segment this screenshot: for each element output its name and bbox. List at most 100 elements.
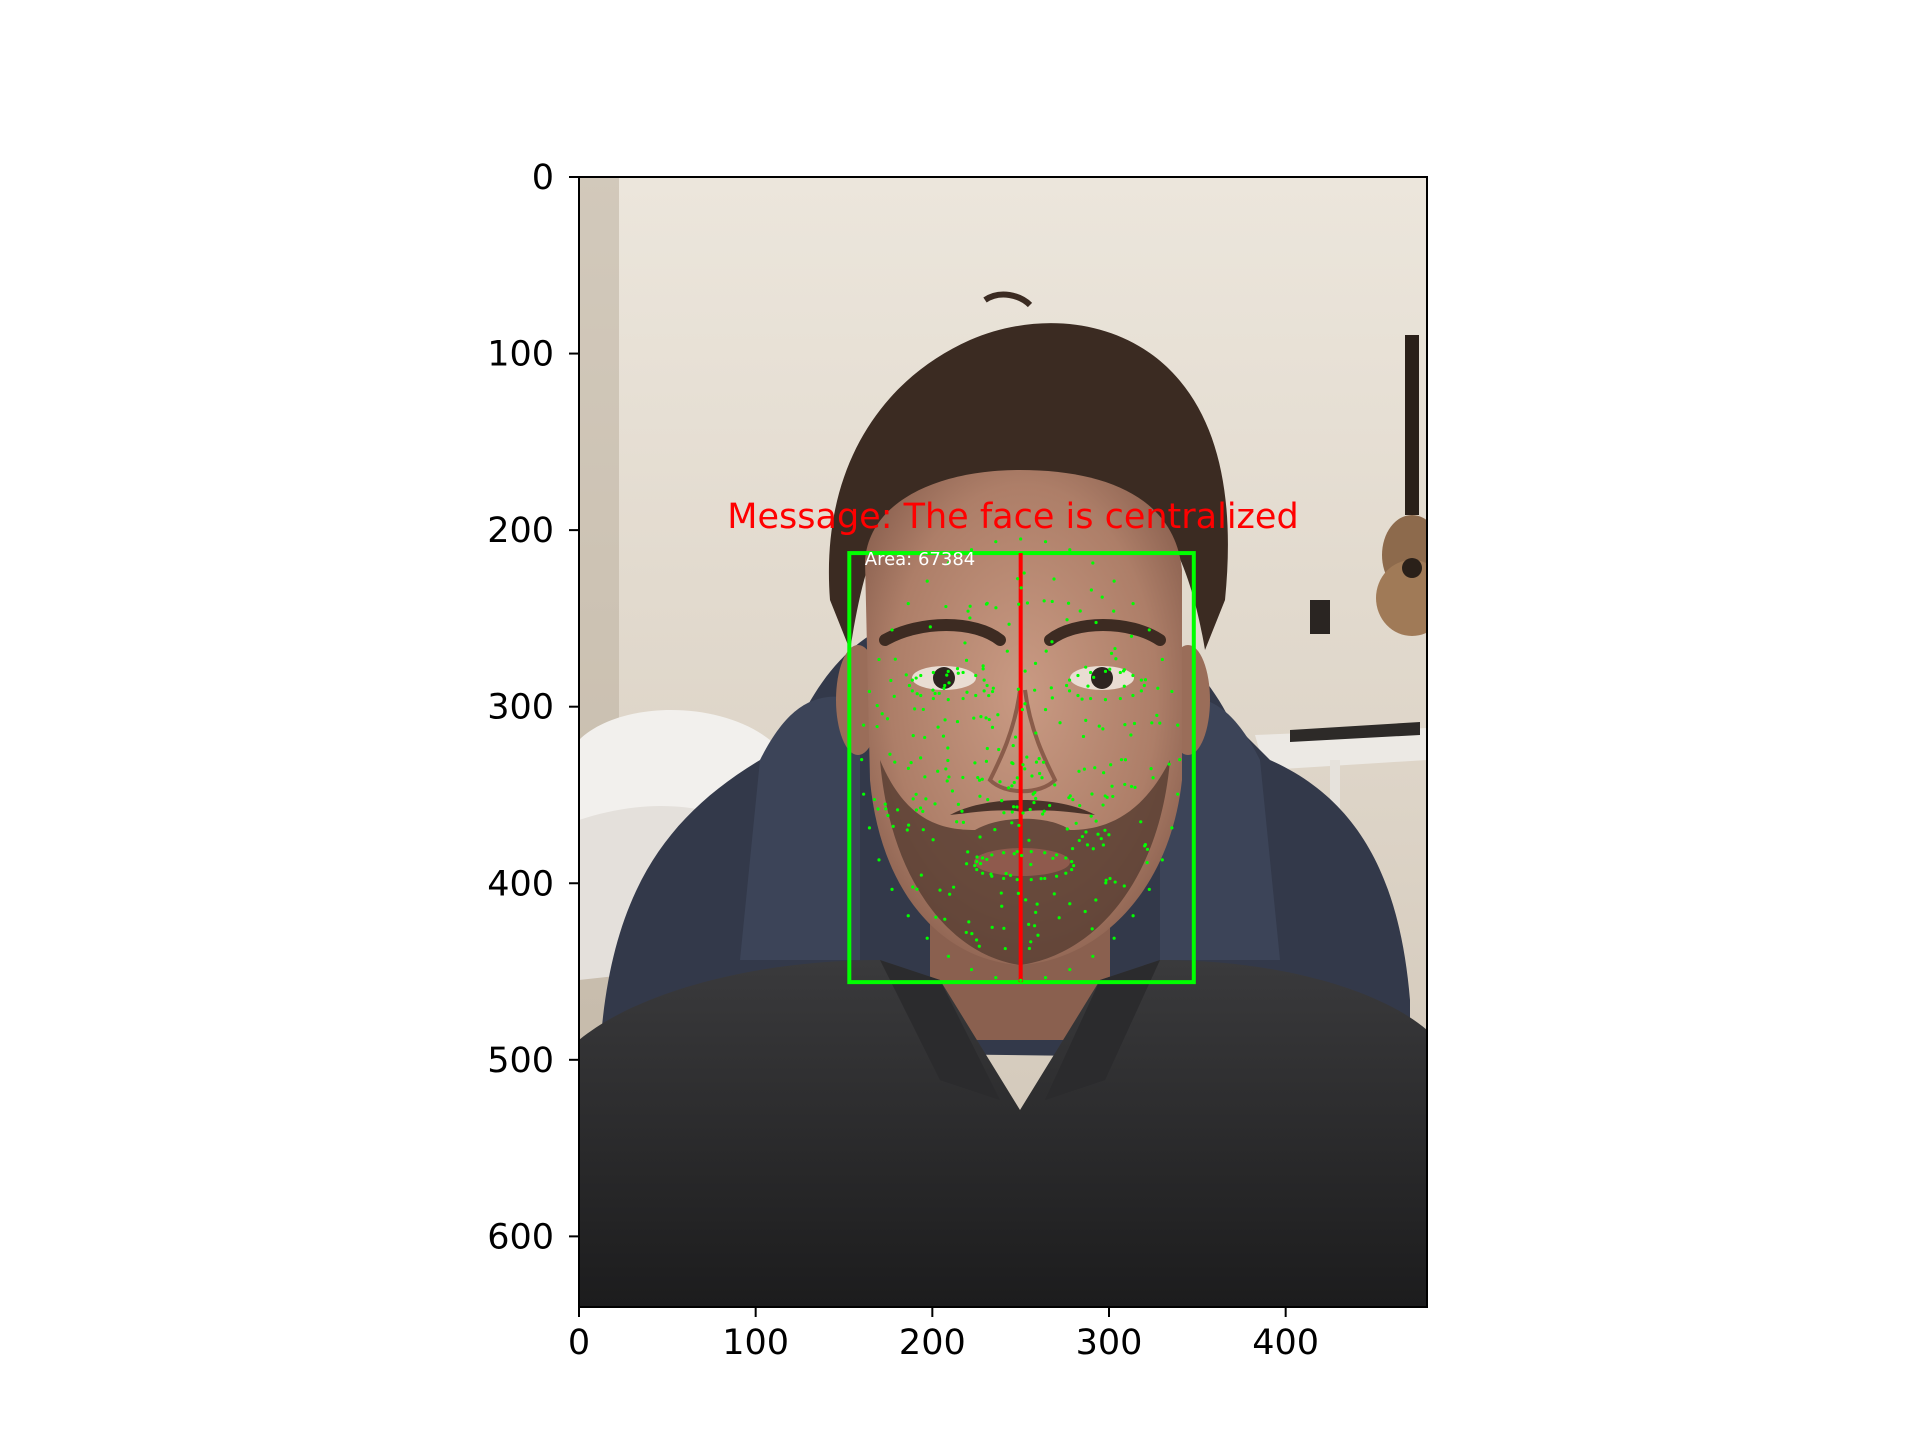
landmark-point: [923, 735, 927, 740]
landmark-point: [1029, 862, 1033, 867]
landmark-point: [996, 713, 1000, 717]
landmark-point: [961, 820, 966, 824]
landmark-point: [982, 689, 986, 693]
landmark-point: [1000, 799, 1004, 803]
landmark-point: [1080, 834, 1084, 839]
landmark-point: [994, 606, 998, 610]
landmark-point: [1031, 792, 1035, 796]
landmark-point: [1065, 683, 1069, 688]
landmark-point: [1109, 763, 1113, 767]
y-tick-label: 200: [487, 511, 554, 551]
landmark-point: [907, 683, 911, 688]
landmark-point: [890, 628, 894, 632]
landmark-point: [931, 696, 935, 701]
landmark-point: [936, 725, 940, 729]
landmark-point: [1081, 734, 1086, 739]
landmark-point: [883, 802, 887, 806]
landmark-point: [1038, 771, 1042, 776]
landmark-point: [915, 692, 919, 696]
landmark-point: [1024, 898, 1028, 902]
landmark-point: [1029, 850, 1033, 854]
landmark-point: [943, 683, 947, 688]
landmark-point: [956, 802, 960, 806]
landmark-point: [968, 604, 972, 608]
landmark-point: [886, 813, 890, 818]
landmark-point: [1170, 826, 1174, 830]
landmark-point: [1113, 646, 1117, 651]
landmark-point: [1019, 586, 1023, 590]
landmark-point: [1029, 940, 1033, 944]
landmark-point: [976, 775, 980, 780]
landmark-point: [1011, 743, 1015, 748]
landmark-point: [974, 673, 978, 678]
landmark-point: [931, 688, 935, 692]
landmark-point: [1129, 634, 1134, 638]
landmark-point: [913, 707, 917, 711]
landmark-point: [1057, 916, 1061, 920]
landmark-point: [1083, 909, 1087, 914]
shelf-items: [1290, 722, 1420, 742]
shirt-collar-right: [1045, 960, 1160, 1100]
landmark-point: [911, 797, 915, 801]
landmark-point: [1050, 640, 1054, 644]
landmark-point: [1020, 853, 1024, 858]
landmark-point: [1019, 978, 1023, 982]
landmark-point: [1131, 601, 1135, 606]
landmark-point: [1119, 758, 1124, 762]
landmark-point: [919, 693, 923, 698]
landmark-point: [948, 892, 952, 896]
landmark-point: [950, 789, 955, 793]
landmark-point: [1112, 609, 1116, 613]
landmark-point: [979, 715, 983, 719]
landmark-point: [1066, 601, 1071, 605]
landmark-point: [955, 667, 960, 671]
landmark-point: [1008, 873, 1013, 877]
landmark-point: [1076, 693, 1080, 698]
landmark-point: [986, 797, 990, 802]
landmark-point: [910, 678, 914, 682]
landmark-point: [998, 780, 1002, 784]
landmark-point: [1099, 837, 1103, 841]
landmark-point: [990, 853, 994, 857]
landmark-point: [1077, 838, 1081, 843]
landmark-point: [945, 779, 949, 783]
landmark-point: [921, 809, 925, 813]
landmark-point: [975, 860, 979, 864]
landmark-point: [1086, 684, 1090, 688]
x-axis: 0 100 200 300 400: [568, 1307, 1319, 1363]
landmark-point: [1103, 669, 1108, 673]
landmark-point: [974, 693, 978, 698]
landmark-point: [872, 797, 877, 802]
landmark-point: [1012, 780, 1016, 785]
landmark-point: [1108, 667, 1112, 671]
landmark-point: [1039, 876, 1043, 881]
landmark-point: [1041, 812, 1045, 816]
landmark-point: [885, 717, 890, 721]
landmark-point: [1043, 976, 1048, 980]
landmark-point: [1010, 810, 1014, 814]
landmark-point: [1104, 881, 1108, 885]
landmark-point: [1032, 924, 1037, 928]
landmark-point: [1118, 670, 1122, 675]
y-tick-label: 600: [487, 1217, 554, 1257]
landmark-point: [1077, 769, 1081, 773]
landmark-point: [1143, 843, 1147, 847]
eyebrow-left: [879, 619, 1006, 646]
landmark-point: [921, 707, 925, 712]
landmark-point: [892, 694, 896, 698]
landmark-point: [862, 792, 866, 796]
landmark-point: [877, 657, 881, 662]
landmark-point: [1000, 904, 1004, 908]
landmark-point: [877, 858, 881, 862]
landmark-point: [1103, 698, 1108, 702]
landmark-point: [973, 863, 977, 868]
landmark-point: [919, 756, 923, 760]
landmark-point: [910, 689, 914, 693]
landmark-point: [906, 766, 911, 771]
y-tick-label: 400: [487, 864, 554, 904]
landmark-point: [1092, 675, 1096, 680]
landmark-point: [969, 548, 974, 552]
landmark-point: [905, 828, 909, 832]
landmark-point: [969, 967, 974, 972]
landmark-point: [1068, 548, 1072, 552]
